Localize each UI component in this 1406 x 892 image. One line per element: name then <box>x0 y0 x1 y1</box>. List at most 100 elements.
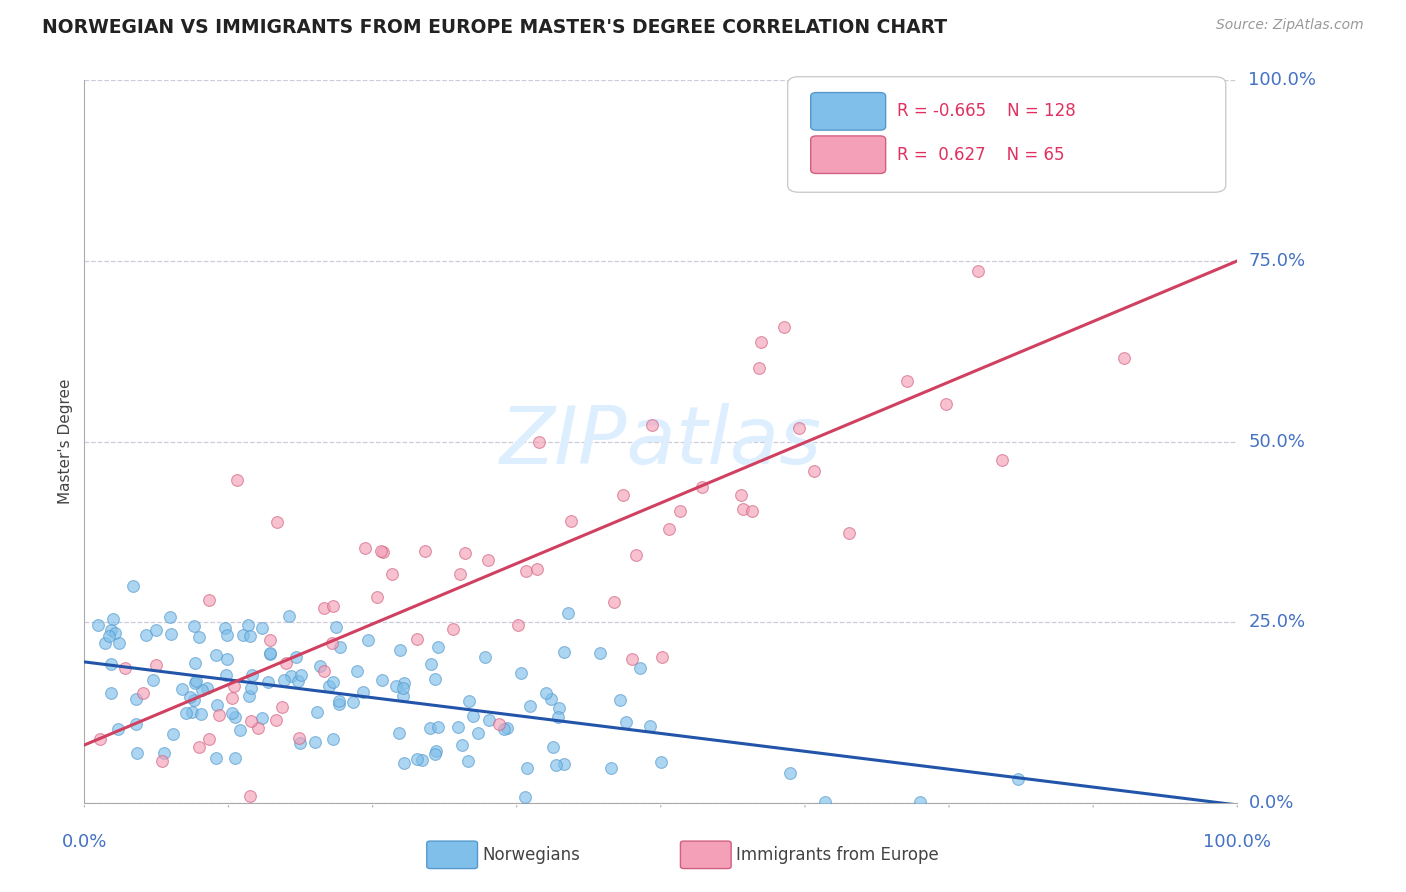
Point <box>239 681 262 696</box>
Point <box>246 721 269 735</box>
Point <box>159 610 181 624</box>
Point <box>107 722 129 736</box>
Point <box>394 676 416 690</box>
Point <box>741 503 763 517</box>
Point <box>87 618 110 632</box>
Point <box>614 714 637 729</box>
Point <box>135 628 157 642</box>
Text: Source: ZipAtlas.com: Source: ZipAtlas.com <box>1216 18 1364 32</box>
FancyBboxPatch shape <box>427 841 478 869</box>
Point <box>405 632 427 646</box>
Point <box>546 758 568 772</box>
Point <box>290 668 312 682</box>
Point <box>529 435 551 450</box>
Point <box>198 592 221 607</box>
Point <box>321 636 343 650</box>
Point <box>603 595 626 609</box>
Point <box>391 681 413 696</box>
Point <box>89 732 111 747</box>
Text: 100.0%: 100.0% <box>1204 833 1271 851</box>
Point <box>477 553 499 567</box>
Point <box>197 681 219 695</box>
Point <box>304 735 326 749</box>
Point <box>101 612 124 626</box>
Point <box>271 700 294 714</box>
Y-axis label: Master's Degree: Master's Degree <box>58 379 73 504</box>
Point <box>749 334 772 349</box>
Point <box>773 320 796 334</box>
Point <box>967 264 990 278</box>
Point <box>513 790 536 805</box>
Point <box>658 522 681 536</box>
Point <box>122 579 145 593</box>
Point <box>990 452 1012 467</box>
Point <box>589 646 612 660</box>
Point <box>259 647 281 661</box>
Text: NORWEGIAN VS IMMIGRANTS FROM EUROPE MASTER'S DEGREE CORRELATION CHART: NORWEGIAN VS IMMIGRANTS FROM EUROPE MAST… <box>42 18 948 37</box>
Point <box>515 565 537 579</box>
Point <box>405 752 427 766</box>
Point <box>127 746 149 760</box>
Point <box>205 698 228 712</box>
Point <box>176 706 198 721</box>
Point <box>221 706 243 720</box>
Point <box>224 750 246 764</box>
Point <box>547 710 569 724</box>
Point <box>779 766 801 780</box>
Point <box>628 661 651 675</box>
FancyBboxPatch shape <box>811 136 886 173</box>
Point <box>94 636 117 650</box>
Point <box>236 618 259 632</box>
Point <box>488 716 510 731</box>
Point <box>145 624 167 638</box>
Point <box>214 621 236 635</box>
Point <box>273 673 295 688</box>
Text: 0.0%: 0.0% <box>62 833 107 851</box>
Point <box>463 709 485 723</box>
Point <box>641 417 664 432</box>
Point <box>519 699 541 714</box>
Point <box>557 606 579 620</box>
Point <box>190 707 212 722</box>
Point <box>423 672 446 686</box>
Point <box>322 674 344 689</box>
Point <box>250 621 273 635</box>
Point <box>98 629 121 643</box>
Point <box>908 795 931 809</box>
Point <box>516 761 538 775</box>
Text: 50.0%: 50.0% <box>1249 433 1305 450</box>
Text: Immigrants from Europe: Immigrants from Europe <box>735 846 939 863</box>
Point <box>534 685 557 699</box>
Point <box>287 673 309 688</box>
Point <box>229 723 252 738</box>
Point <box>181 706 204 720</box>
Point <box>621 652 644 666</box>
Point <box>159 626 181 640</box>
Point <box>222 679 245 693</box>
Point <box>370 543 392 558</box>
Point <box>250 711 273 725</box>
Text: 100.0%: 100.0% <box>1249 71 1316 89</box>
Point <box>309 659 332 673</box>
Point <box>264 713 287 727</box>
Point <box>388 643 411 657</box>
Point <box>731 501 754 516</box>
Point <box>198 731 221 746</box>
Point <box>187 630 209 644</box>
Point <box>100 657 122 671</box>
Point <box>690 480 713 494</box>
Point <box>373 545 395 559</box>
Point <box>183 619 205 633</box>
Point <box>125 717 148 731</box>
Point <box>346 664 368 678</box>
Point <box>392 756 415 771</box>
Point <box>232 628 254 642</box>
Point <box>328 697 350 711</box>
Point <box>280 669 302 683</box>
Point <box>184 676 207 690</box>
Point <box>240 668 263 682</box>
Point <box>392 690 415 704</box>
Point <box>495 722 517 736</box>
Point <box>225 473 247 487</box>
Point <box>426 640 449 654</box>
